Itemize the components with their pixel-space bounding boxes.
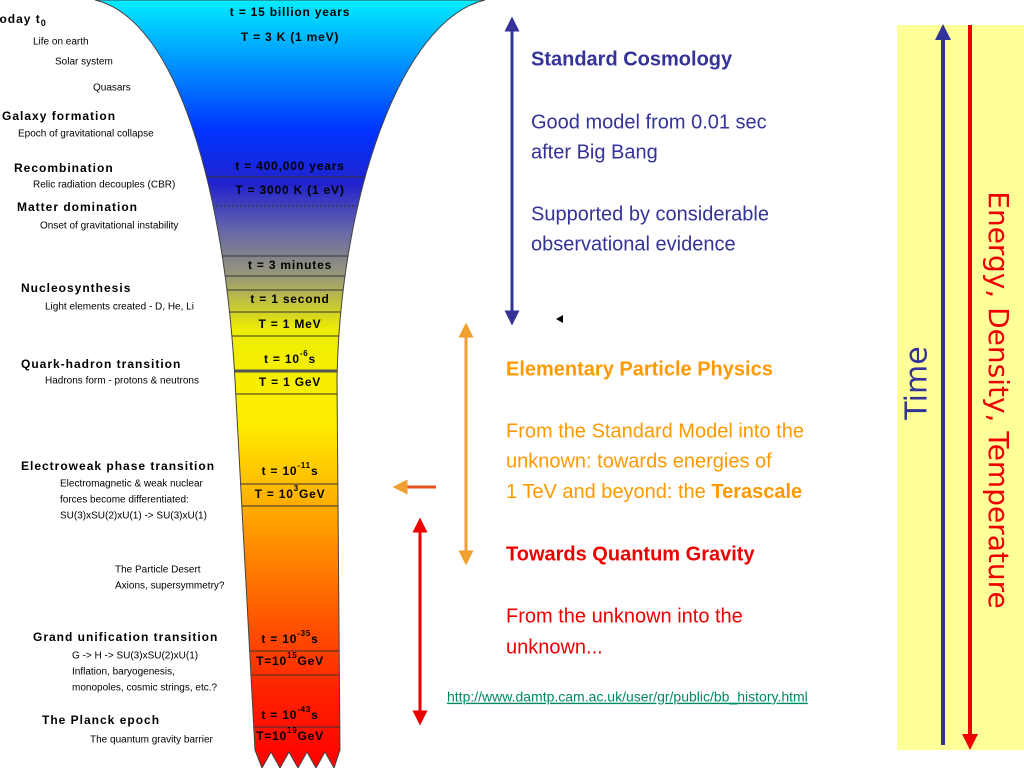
section-title: Elementary Particle Physics	[506, 358, 773, 380]
left-note: Axions, supersymmetry?	[115, 581, 225, 592]
text-emphasis: Terascale	[711, 481, 802, 503]
label-sub: 0	[41, 18, 47, 28]
section-text: 1 TeV and beyond: the Terascale	[506, 481, 802, 503]
left-heading: Today t0	[0, 12, 47, 28]
label-unit: s	[309, 352, 316, 366]
section-text: From the Standard Model into the	[506, 420, 804, 442]
left-note: The Particle Desert	[115, 565, 201, 576]
label-text: T = 3000 K (1 eV)	[235, 183, 344, 197]
right-text: Standard Cosmology Good model from 0.01 …	[447, 48, 808, 704]
left-note: Epoch of gravitational collapse	[18, 129, 154, 140]
label-sup: -6	[300, 349, 309, 358]
label-text: t = 10	[264, 352, 300, 366]
label-text: t = 10	[261, 708, 297, 722]
funnel-label: T = 3000 K (1 eV)	[235, 183, 344, 197]
funnel-label: t = 1 second	[250, 292, 329, 306]
label-sup: -35	[297, 629, 311, 638]
left-note: Inflation, baryogenesis,	[72, 667, 175, 678]
label-sup: 15	[287, 651, 298, 660]
label-unit: GeV	[297, 729, 323, 743]
label-text: T = 1 GeV	[259, 375, 321, 389]
label-sup: 3	[294, 484, 299, 493]
funnel-label: T = 103GeV	[255, 484, 326, 501]
left-note: The quantum gravity barrier	[90, 735, 214, 746]
section-text: after Big Bang	[531, 141, 658, 163]
funnel-label: t = 10-11s	[262, 461, 319, 478]
label-text: t = 1 second	[250, 292, 329, 306]
left-labels: Today t0	[0, 12, 47, 28]
label-unit: GeV	[297, 654, 323, 668]
left-note: Light elements created - D, He, Li	[45, 302, 194, 313]
label-unit: s	[311, 708, 318, 722]
left-note: Hadrons form - protons & neutrons	[45, 376, 199, 387]
left-heading: Matter domination	[17, 200, 138, 214]
funnel-labels: t = 15 billion years T = 3 K (1 meV) t = 4…	[230, 5, 350, 743]
funnel-label: T=1019GeV	[256, 726, 324, 743]
funnel-label: T = 3 K (1 meV)	[241, 30, 339, 44]
left-note: Relic radiation decouples (CBR)	[33, 180, 175, 191]
label-text: T = 3 K (1 meV)	[241, 30, 339, 44]
funnel-label: t = 10-35s	[261, 629, 318, 646]
left-note: forces become differentiated:	[60, 495, 189, 506]
label-text: T = 1 MeV	[259, 317, 322, 331]
funnel-label: T=1015GeV	[256, 651, 324, 668]
label-text: Today t	[0, 12, 41, 26]
left-heading: Grand unification transition	[33, 630, 218, 644]
left-heading: Quark-hadron transition	[21, 357, 181, 371]
left-note: Solar system	[55, 57, 113, 68]
label-text: t = 15 billion years	[230, 5, 350, 19]
funnel-label: T = 1 GeV	[259, 375, 321, 389]
section-title: Standard Cosmology	[531, 48, 733, 70]
axis-panel: Time Energy, Density, Temperature	[897, 24, 1024, 750]
label-text: t = 10	[262, 464, 298, 478]
left-heading: The Planck epoch	[42, 713, 160, 727]
label-unit: GeV	[299, 487, 325, 501]
left-note: monopoles, cosmic strings, etc.?	[72, 683, 217, 694]
left-note: Quasars	[93, 83, 131, 94]
section-text: unknown: towards energies of	[506, 450, 772, 472]
funnel-label: t = 10-43s	[261, 705, 318, 722]
section-text: From the unknown into the	[506, 605, 743, 627]
label-text: t = 10	[261, 632, 297, 646]
left-note: Electromagnetic & weak nuclear	[60, 479, 204, 490]
label-unit: s	[311, 464, 318, 478]
funnel-label: t = 3 minutes	[248, 258, 332, 272]
left-items: Life on earth Solar system Quasars Galaxy f…	[2, 37, 225, 746]
funnel-label: T = 1 MeV	[259, 317, 322, 331]
label-text: T = 10	[255, 487, 294, 501]
left-heading: Nucleosynthesis	[21, 281, 131, 295]
left-note: Life on earth	[33, 37, 89, 48]
label-unit: s	[311, 632, 318, 646]
text-part: 1 TeV and beyond: the	[506, 481, 711, 503]
funnel-label: t = 10-6s	[264, 349, 316, 366]
label-sup: 19	[287, 726, 298, 735]
arrows	[392, 16, 563, 726]
label-sup: -43	[297, 705, 311, 714]
panel-bg	[897, 25, 1024, 750]
label-sup: -11	[297, 461, 311, 470]
section-text: Good model from 0.01 sec	[531, 111, 767, 133]
left-note: G -> H -> SU(3)xSU(2)xU(1)	[72, 651, 198, 662]
section-text: observational evidence	[531, 233, 736, 255]
left-note: Onset of gravitational instability	[40, 221, 178, 232]
section-text: unknown...	[506, 636, 603, 658]
section-title: Towards Quantum Gravity	[506, 543, 755, 565]
left-heading: Electroweak phase transition	[21, 459, 215, 473]
link[interactable]: http://www.damtp.cam.ac.uk/user/gr/publi…	[447, 689, 808, 705]
funnel-label: t = 400,000 years	[235, 159, 344, 173]
left-heading: Recombination	[14, 161, 114, 175]
label-text: t = 3 minutes	[248, 258, 332, 272]
label-text: T=10	[256, 729, 287, 743]
time-label: Time	[900, 346, 935, 420]
section-text: Supported by considerable	[531, 203, 769, 225]
funnel-label: t = 15 billion years	[230, 5, 350, 19]
funnel-shape	[94, 0, 486, 768]
label-text: T=10	[256, 654, 287, 668]
pointer	[556, 315, 563, 323]
left-note: SU(3)xSU(2)xU(1) -> SU(3)xU(1)	[60, 511, 207, 522]
left-heading: Galaxy formation	[2, 109, 116, 123]
energy-label: Energy, Density, Temperature	[982, 191, 1015, 608]
label-text: t = 400,000 years	[235, 159, 344, 173]
